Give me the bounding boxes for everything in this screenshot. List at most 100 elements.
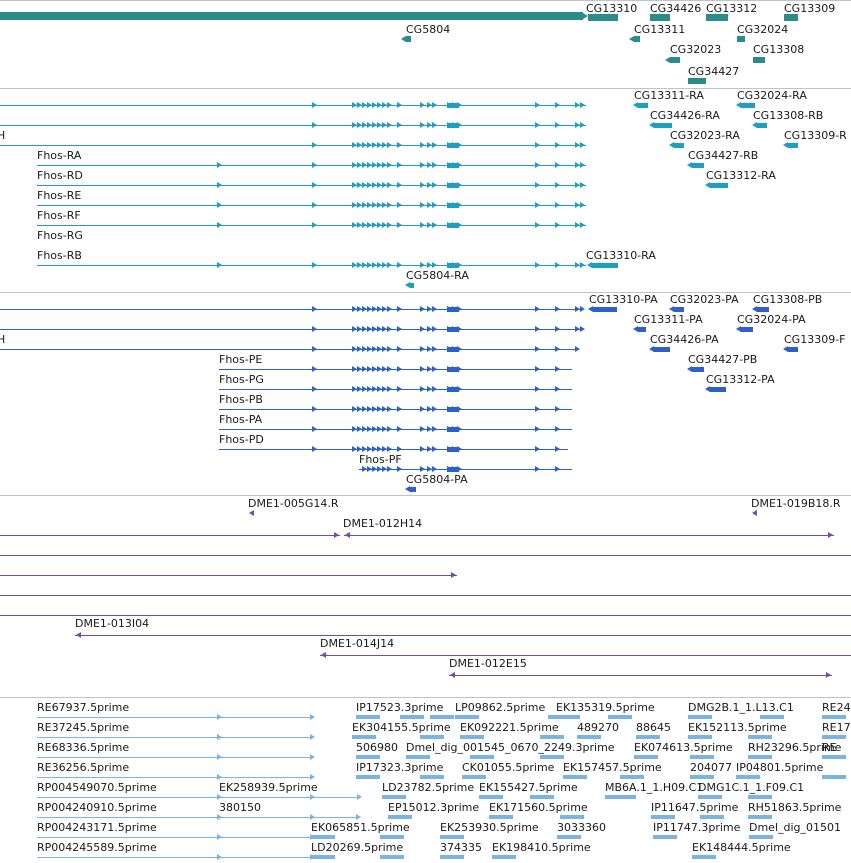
cds-arrow[interactable] (427, 406, 432, 412)
exon-arrow[interactable] (535, 162, 540, 168)
cds-block[interactable] (674, 307, 684, 312)
feature-label[interactable]: RH51863.5prime (748, 801, 842, 814)
est-arrow[interactable] (310, 774, 315, 780)
est-arrow[interactable] (310, 754, 315, 760)
est-block[interactable] (749, 835, 773, 839)
transcript-block[interactable] (592, 263, 618, 268)
est-block[interactable] (462, 775, 486, 779)
cds-arrow[interactable] (312, 406, 317, 412)
exon-arrow[interactable] (427, 182, 432, 188)
feature-label[interactable]: EK155427.5prime (479, 781, 578, 794)
exon-arrow[interactable] (382, 262, 387, 268)
cds-arrow[interactable] (387, 426, 392, 432)
cds-arrow[interactable] (362, 446, 367, 452)
cds-arrow[interactable] (387, 306, 392, 312)
cds-arrow[interactable] (387, 466, 392, 472)
est-arrow[interactable] (217, 714, 222, 720)
exon-arrow[interactable] (357, 222, 362, 228)
feature-label[interactable]: CG32024-RA (737, 89, 807, 102)
strand-arrow[interactable] (669, 142, 674, 148)
exon-arrow[interactable] (535, 262, 540, 268)
exon-arrow[interactable] (382, 182, 387, 188)
feature-label[interactable]: 506980 (356, 741, 398, 754)
cds-arrow[interactable] (377, 446, 382, 452)
feature-label[interactable]: Dmel_dig_001545_0670_2249.3prime (406, 741, 615, 754)
feature-label[interactable]: H (0, 129, 6, 142)
cds-arrow[interactable] (397, 346, 402, 352)
cds-block[interactable] (447, 387, 459, 392)
exon-arrow[interactable] (362, 122, 367, 128)
exon-block[interactable] (447, 123, 459, 128)
exon-arrow[interactable] (420, 262, 425, 268)
exon-arrow[interactable] (397, 202, 402, 208)
feature-label[interactable]: IP17323.3prime (356, 761, 444, 774)
est-block[interactable] (700, 815, 724, 819)
cds-arrow[interactable] (535, 406, 540, 412)
feature-label[interactable]: RP004240910.5prime (37, 801, 157, 814)
est-block[interactable] (388, 815, 412, 819)
cds-arrow[interactable] (357, 386, 362, 392)
cds-block[interactable] (447, 307, 459, 312)
feature-label[interactable]: CG13308-PB (753, 293, 823, 306)
feature-label[interactable]: RE (822, 741, 837, 754)
exon-arrow[interactable] (432, 262, 437, 268)
cds-arrow[interactable] (432, 346, 437, 352)
exon-arrow[interactable] (377, 202, 382, 208)
est-block[interactable] (311, 835, 335, 839)
strand-arrow[interactable] (405, 486, 410, 492)
feature-label[interactable]: DMG1C.1_1.F09.C1 (698, 781, 805, 794)
exon-arrow[interactable] (432, 162, 437, 168)
clone-end-marker[interactable] (76, 632, 81, 638)
feature-label[interactable]: RP004243171.5prime (37, 821, 157, 834)
exon-arrow[interactable] (397, 122, 402, 128)
est-block[interactable] (356, 775, 380, 779)
feature-label[interactable]: Fhos-RF (37, 209, 81, 222)
strand-arrow[interactable] (687, 162, 692, 168)
feature-label[interactable]: IP11747.3prime (653, 821, 741, 834)
exon-arrow[interactable] (357, 142, 362, 148)
est-block[interactable] (688, 735, 712, 739)
feature-label[interactable]: RE68336.5prime (37, 741, 130, 754)
feature-label[interactable]: CG34426-RA (650, 109, 720, 122)
exon-arrow[interactable] (535, 102, 540, 108)
cds-arrow[interactable] (352, 346, 357, 352)
feature-label[interactable]: CG13309 (784, 2, 836, 15)
cds-arrow[interactable] (372, 446, 377, 452)
exon-arrow[interactable] (382, 202, 387, 208)
feature-label[interactable]: CG13311 (634, 23, 686, 36)
cds-arrow[interactable] (372, 346, 377, 352)
exon-arrow[interactable] (580, 122, 585, 128)
est-block[interactable] (563, 775, 587, 779)
exon-block[interactable] (447, 163, 459, 168)
feature-label[interactable]: Fhos-RD (37, 169, 83, 182)
est-block[interactable] (608, 715, 632, 719)
cds-arrow[interactable] (312, 306, 317, 312)
cds-arrow[interactable] (420, 406, 425, 412)
est-block[interactable] (382, 795, 406, 799)
feature-label[interactable]: EK152113.5prime (688, 721, 787, 734)
est-block[interactable] (420, 775, 444, 779)
cds-arrow[interactable] (377, 426, 382, 432)
est-block[interactable] (556, 715, 580, 719)
feature-label[interactable]: CG32023 (670, 43, 722, 56)
cds-arrow[interactable] (382, 386, 387, 392)
feature-label[interactable]: CG5804-RA (406, 269, 469, 282)
exon-block[interactable] (447, 183, 459, 188)
exon-arrow[interactable] (427, 162, 432, 168)
cds-arrow[interactable] (352, 326, 357, 332)
cds-arrow[interactable] (382, 406, 387, 412)
exon-arrow[interactable] (420, 182, 425, 188)
cds-arrow[interactable] (352, 366, 357, 372)
strand-arrow[interactable] (669, 306, 674, 312)
exon-arrow[interactable] (217, 162, 222, 168)
cds-arrow[interactable] (387, 446, 392, 452)
est-block[interactable] (352, 735, 376, 739)
cds-arrow[interactable] (427, 466, 432, 472)
feature-label[interactable]: RP004245589.5prime (37, 841, 157, 854)
est-block[interactable] (822, 715, 846, 719)
cds-arrow[interactable] (555, 366, 560, 372)
exon-arrow[interactable] (535, 142, 540, 148)
cds-arrow[interactable] (575, 326, 580, 332)
cds-arrow[interactable] (555, 446, 560, 452)
cds-arrow[interactable] (362, 366, 367, 372)
